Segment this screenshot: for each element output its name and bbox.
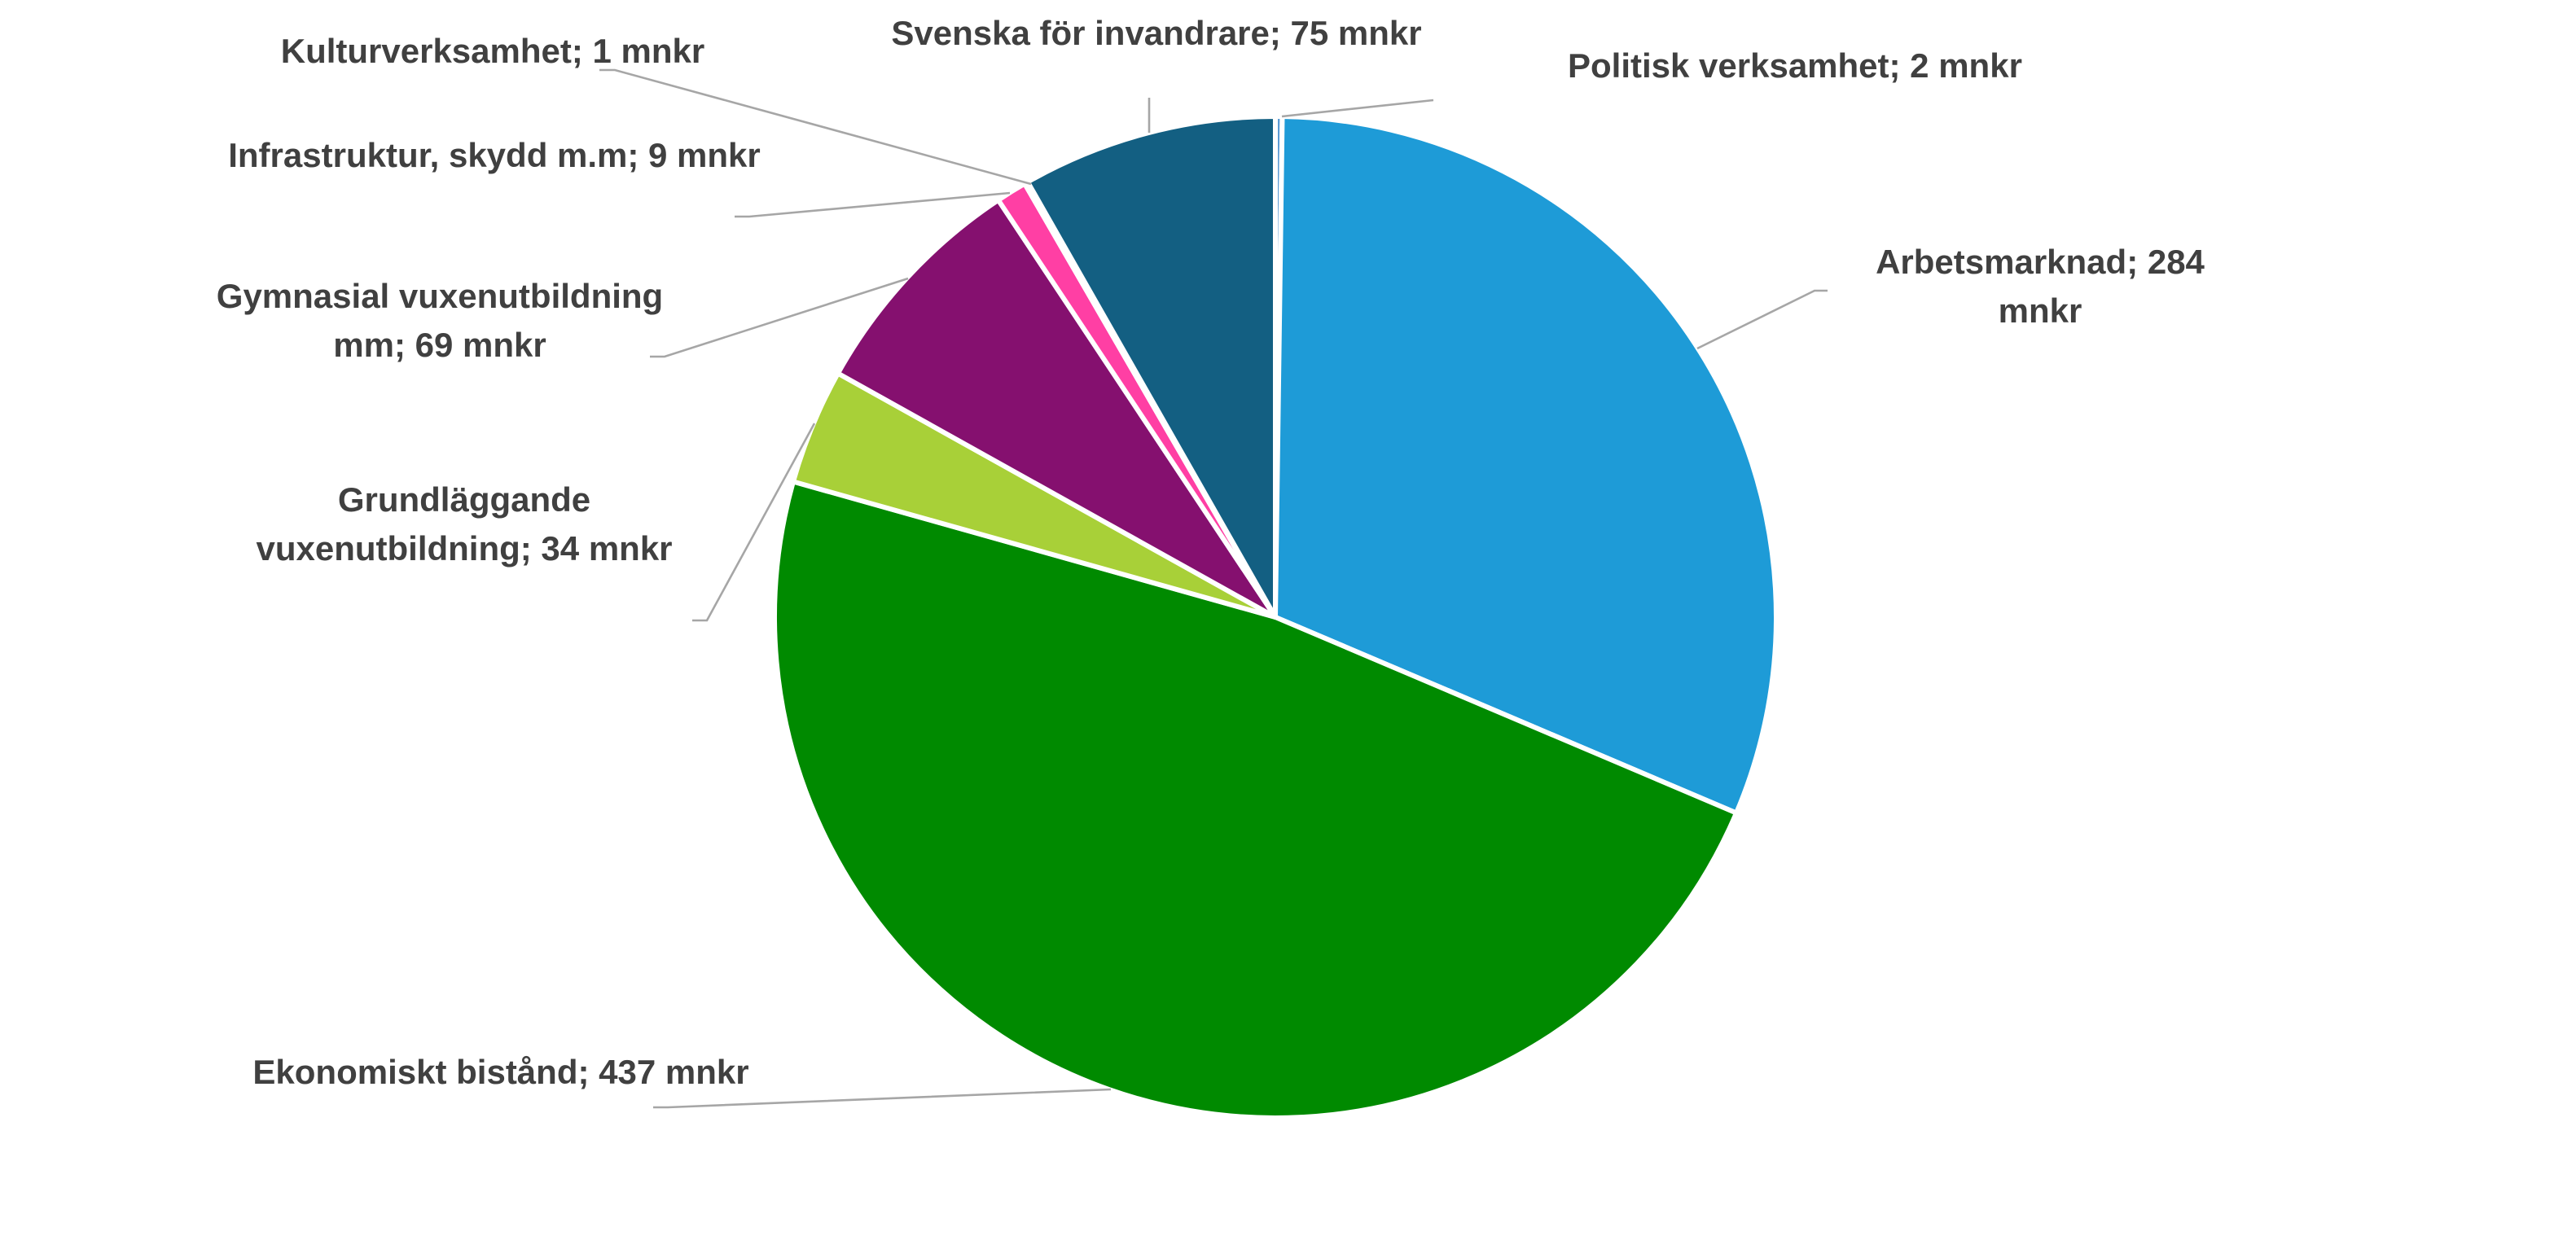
data-label-line: Kulturverksamhet; 1 mnkr xyxy=(281,32,705,70)
slice-arbetsmarknad xyxy=(1273,114,1779,816)
data-label-line: vuxenutbildning; 34 mnkr xyxy=(256,529,672,568)
data-label-infrastruktur-skydd-m-m: Infrastruktur, skydd m.m; 9 mnkr xyxy=(228,136,761,174)
data-labels: Politisk verksamhet; 2 mnkr Arbetsmarknad… xyxy=(217,14,2205,1091)
data-label-line: Ekonomiskt bistånd; 437 mnkr xyxy=(252,1053,748,1091)
leader-line-grundlaggande-vuxenutbildning xyxy=(692,423,816,622)
data-label-line: Politisk verksamhet; 2 mnkr xyxy=(1568,46,2022,85)
data-label-politisk-verksamhet: Politisk verksamhet; 2 mnkr xyxy=(1568,46,2022,85)
data-label-line: Grundläggande xyxy=(338,480,590,519)
data-label-kulturverksamhet: Kulturverksamhet; 1 mnkr xyxy=(281,32,705,70)
data-label-line: Arbetsmarknad; 284 xyxy=(1876,243,2205,281)
data-label-line: mnkr xyxy=(1999,291,2082,330)
data-label-line: mm; 69 mnkr xyxy=(333,326,546,364)
data-label-line: Infrastruktur, skydd m.m; 9 mnkr xyxy=(228,136,761,174)
data-label-line: Svenska för invandrare; 75 mnkr xyxy=(891,14,1421,52)
data-label-ekonomiskt-bistand: Ekonomiskt bistånd; 437 mnkr xyxy=(252,1053,748,1091)
leader-lines xyxy=(599,68,1828,1109)
data-label-arbetsmarknad: Arbetsmarknad; 284 mnkr xyxy=(1876,243,2205,330)
data-label-gymnasial-vuxenutbildning-mm: Gymnasial vuxenutbildning mm; 69 mnkr xyxy=(217,277,663,364)
slice-gymnasial-vuxenutbildning-mm xyxy=(835,197,1278,620)
leader-line-infrastruktur-skydd-m-m xyxy=(735,191,1011,218)
leader-line-politisk-verksamhet xyxy=(1281,99,1434,118)
leader-line-gymnasial-vuxenutbildning-mm xyxy=(650,277,909,358)
pie-slices xyxy=(772,114,1779,1120)
data-label-line: Gymnasial vuxenutbildning xyxy=(217,277,663,315)
slice-svenska-for-invandrare xyxy=(1025,114,1278,620)
leader-line-arbetsmarknad xyxy=(1696,289,1828,350)
leader-line-ekonomiskt-bistand xyxy=(653,1088,1112,1109)
data-label-grundlaggande-vuxenutbildning: Grundläggande vuxenutbildning; 34 mnkr xyxy=(256,480,672,568)
data-label-svenska-for-invandrare: Svenska för invandrare; 75 mnkr xyxy=(891,14,1421,52)
leader-line-kulturverksamhet xyxy=(599,68,1032,186)
